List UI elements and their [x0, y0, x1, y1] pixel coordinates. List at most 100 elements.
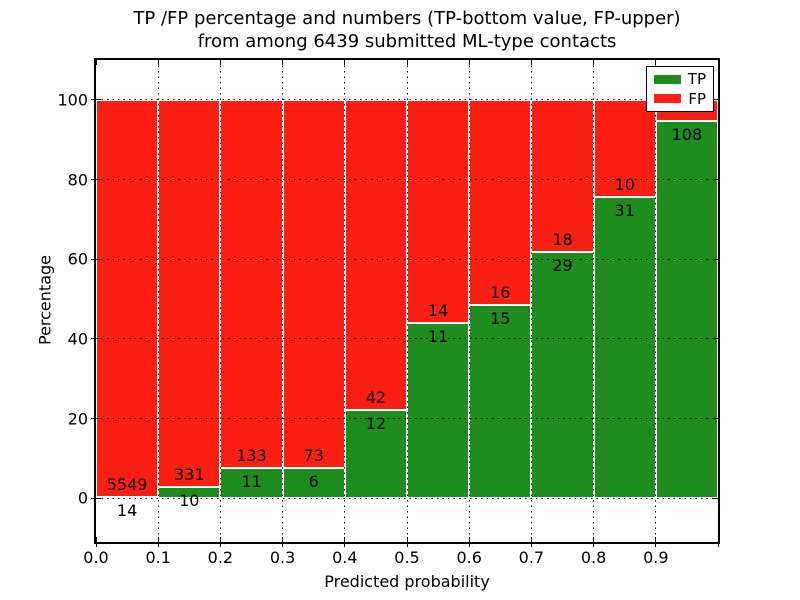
x-tick-mark-bottom [282, 537, 284, 547]
tp-count-label: 12 [365, 413, 387, 433]
vertical-gridline [282, 60, 284, 542]
fp-count-label: 5549 [106, 475, 148, 495]
x-tick-mark-bottom [717, 537, 719, 547]
tp-count-label: 14 [116, 501, 138, 521]
fp-count-label: 42 [365, 387, 387, 407]
tp-count-label: 108 [671, 124, 703, 144]
fp-count-label: 18 [552, 230, 573, 250]
y-tick-mark-right [713, 338, 718, 340]
bar-segment-fp [282, 99, 345, 468]
tp-count-label: 31 [614, 200, 635, 220]
x-tick-mark-top [219, 60, 221, 65]
y-tick-mark-left [91, 338, 101, 340]
x-tick-label: 0.6 [456, 548, 482, 567]
bar-segment-tp [344, 409, 407, 499]
y-tick-mark-right [713, 418, 718, 419]
x-tick-label: 0.1 [145, 548, 171, 567]
bar-segment-fp [593, 99, 656, 197]
y-tick-label: 100 [57, 90, 88, 110]
y-tick-mark-left [91, 497, 101, 499]
y-tick-label: 20 [67, 409, 88, 428]
x-tick-mark-top [344, 60, 346, 65]
legend-label-fp: FP [688, 89, 706, 108]
y-tick-mark-left [91, 179, 101, 180]
vertical-gridline [344, 60, 346, 542]
legend: TP FP [646, 66, 714, 112]
y-tick-label: 60 [67, 249, 88, 269]
x-tick-label: 0.7 [518, 548, 545, 567]
bar-segment-fp [531, 99, 594, 253]
bar-segment-tp [407, 322, 470, 499]
bar-segment-fp [469, 99, 532, 306]
bar-segment-tp [282, 467, 345, 499]
tp-count-label: 15 [490, 309, 511, 329]
vertical-gridline [593, 60, 595, 542]
tp-count-label: 10 [179, 490, 200, 510]
vertical-gridline [655, 60, 657, 542]
bar-segment-fp [407, 99, 470, 323]
legend-label-tp: TP [687, 70, 706, 89]
bar-segment-tp [593, 196, 656, 499]
vertical-gridline [219, 60, 221, 542]
chart-title-line1: TP /FP percentage and numbers (TP-bottom… [133, 8, 681, 29]
x-tick-mark-top [282, 60, 284, 65]
bar-segment-tp [220, 467, 283, 499]
y-tick-label: 40 [67, 329, 88, 349]
chart-title-line2: from among 6439 submitted ML-type contac… [197, 31, 617, 52]
x-tick-mark-bottom [406, 537, 408, 547]
y-tick-mark-right [713, 258, 718, 260]
y-tick-mark-left [91, 99, 101, 101]
x-tick-mark-bottom [157, 537, 159, 547]
vertical-gridline [157, 60, 159, 542]
vertical-gridline [530, 60, 532, 542]
x-tick-mark-bottom [530, 537, 532, 547]
legend-entry-fp: FP [654, 90, 706, 108]
x-tick-label: 0.0 [83, 548, 109, 567]
y-tick-mark-right [713, 497, 718, 499]
bar-segment-fp [344, 99, 407, 410]
x-tick-mark-top [717, 60, 719, 65]
x-tick-label: 0.4 [332, 548, 358, 567]
x-tick-label: 0.9 [643, 548, 669, 567]
x-tick-mark-top [530, 60, 532, 65]
bar-segment-fp [158, 99, 221, 487]
vertical-gridline [468, 60, 470, 542]
x-tick-mark-top [157, 60, 159, 65]
x-tick-mark-top [406, 60, 408, 65]
fp-count-label: 10 [614, 174, 635, 194]
x-tick-label: 0.5 [394, 548, 420, 567]
legend-entry-tp: TP [654, 70, 706, 88]
y-tick-mark-right [713, 99, 718, 101]
bar-segment-tp [469, 305, 532, 499]
fp-count-label: 133 [236, 445, 267, 465]
x-tick-label: 0.8 [580, 548, 607, 567]
bar-segment-fp [96, 99, 159, 498]
bar-segment-tp [655, 120, 718, 499]
bar-segment-fp [220, 99, 283, 468]
tp-count-label: 6 [308, 471, 319, 491]
tp-count-label: 29 [552, 256, 573, 276]
vertical-gridline [406, 60, 408, 542]
x-tick-mark-top [95, 60, 97, 65]
y-tick-mark-left [91, 258, 101, 260]
x-tick-mark-bottom [344, 537, 346, 547]
x-tick-mark-bottom [95, 537, 97, 547]
bar-segment-tp [158, 486, 221, 499]
chart-title: TP /FP percentage and numbers (TP-bottom… [96, 7, 718, 53]
tp-count-label: 11 [427, 326, 449, 346]
x-tick-mark-bottom [219, 537, 221, 547]
tp-count-label: 11 [241, 471, 262, 491]
x-tick-mark-top [468, 60, 470, 65]
x-tick-label: 0.2 [207, 548, 234, 567]
x-tick-label: 0.3 [269, 548, 296, 567]
x-tick-mark-bottom [468, 537, 470, 547]
x-tick-mark-top [655, 60, 657, 65]
x-tick-mark-top [593, 60, 595, 65]
fp-count-label: 331 [174, 464, 205, 484]
tp-color-swatch [654, 74, 681, 84]
fp-count-label: 73 [303, 445, 324, 465]
bar-segment-tp [531, 252, 594, 499]
x-tick-mark-bottom [593, 537, 595, 547]
y-tick-mark-right [713, 179, 718, 180]
